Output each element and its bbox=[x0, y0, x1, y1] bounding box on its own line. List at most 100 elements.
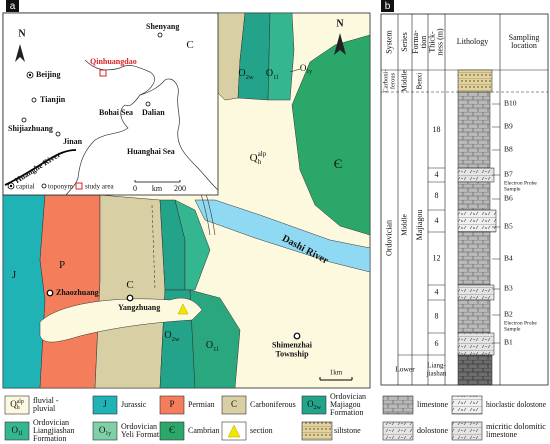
place-marker bbox=[126, 294, 134, 302]
fault-line bbox=[151, 204, 156, 291]
toponym-marker bbox=[145, 101, 151, 107]
unit-base: Q bbox=[250, 152, 258, 164]
sample-label: B3 bbox=[504, 284, 513, 293]
scale-label: 1km bbox=[330, 369, 343, 377]
legend-label: Permian bbox=[188, 400, 215, 409]
unit-sup: alp bbox=[258, 150, 267, 158]
legend-swatch bbox=[92, 421, 118, 441]
unit-label: O1l bbox=[11, 425, 22, 437]
capital-marker bbox=[28, 73, 32, 77]
place-label: Shenyang bbox=[146, 22, 179, 31]
column-header: Sampling bbox=[509, 33, 540, 42]
key-capital bbox=[9, 184, 13, 188]
place-label: Jinan bbox=[63, 137, 83, 146]
unit-sub: h bbox=[258, 158, 262, 166]
key-label: toponym bbox=[48, 183, 73, 191]
place-label: Dalian bbox=[142, 108, 165, 117]
legend-swatch bbox=[382, 421, 414, 441]
legend-swatch bbox=[382, 395, 414, 415]
lithology-bed bbox=[457, 354, 493, 386]
legend-label: siltstone bbox=[334, 426, 361, 435]
unit-sub: 1l bbox=[18, 431, 23, 437]
unit-base: J bbox=[12, 269, 17, 281]
unit-sub: 1l bbox=[273, 74, 278, 81]
unit-sub: 1y bbox=[306, 69, 312, 75]
thickness-label: 4 bbox=[435, 216, 439, 225]
panel-label: b bbox=[385, 1, 391, 12]
place-label: Qinhuangdao bbox=[90, 57, 137, 66]
panel-label: a bbox=[10, 1, 16, 12]
unit-base: P bbox=[59, 259, 65, 271]
column-header: Lithology bbox=[457, 37, 489, 46]
unit-label: P bbox=[59, 259, 65, 271]
unit-label: Qhalp bbox=[10, 399, 24, 411]
lithology-bed bbox=[457, 231, 491, 286]
unit-base: O bbox=[266, 68, 273, 79]
thickness-label: 8 bbox=[435, 311, 439, 320]
legend-label: Jurassic bbox=[121, 400, 147, 409]
capital-marker bbox=[26, 71, 34, 79]
thickness-label: 12 bbox=[433, 253, 441, 262]
unit-base: O bbox=[99, 425, 106, 435]
unit-label: C bbox=[186, 39, 193, 51]
unit-label: Є bbox=[334, 156, 343, 171]
north-label: N bbox=[336, 18, 344, 29]
table-rule bbox=[381, 14, 548, 385]
system-label: ferous bbox=[389, 72, 396, 89]
north-arrow bbox=[15, 44, 25, 62]
legend-swatch bbox=[159, 395, 185, 415]
label-group: Majiagou bbox=[415, 210, 424, 241]
unit-area bbox=[94, 194, 166, 389]
unit-label: O2w bbox=[164, 330, 179, 343]
unit-base: C bbox=[231, 399, 237, 409]
legend-label: pluvial bbox=[33, 404, 56, 413]
unit-label: O2w bbox=[238, 68, 253, 81]
unit-base: Є bbox=[169, 425, 175, 435]
unit-base: C bbox=[186, 39, 193, 51]
north-arrow bbox=[334, 33, 346, 55]
legend-label: Ordovician bbox=[33, 418, 69, 427]
legend-swatch bbox=[221, 395, 247, 415]
unit-sub: h bbox=[17, 405, 20, 411]
unit-label: J bbox=[103, 399, 107, 409]
place-label: Township bbox=[275, 349, 309, 358]
unit-base: C bbox=[126, 279, 133, 291]
label-group: Carboni-ferous bbox=[382, 69, 396, 92]
place-label: Zhaozhuang bbox=[56, 288, 99, 297]
label-group: Ordovician bbox=[384, 220, 393, 256]
lithology-bed bbox=[457, 284, 495, 301]
unit-area bbox=[267, 12, 295, 101]
sample-label: B10 bbox=[504, 99, 517, 108]
legend-label: hioclastic dolostone bbox=[486, 400, 546, 409]
unit-label: O2w bbox=[307, 399, 321, 411]
unit-label: Qhalp bbox=[250, 150, 267, 166]
unit-label: O1l bbox=[266, 68, 278, 81]
legend-label: Liangjiashan bbox=[33, 426, 74, 435]
formation-label: Liang- bbox=[427, 362, 446, 370]
sample-label: B2 bbox=[504, 310, 513, 319]
sample-label: B6 bbox=[504, 194, 513, 203]
label-group: Benxi bbox=[416, 73, 424, 90]
legend-swatch bbox=[301, 395, 327, 415]
scale-label: 0 bbox=[133, 184, 137, 193]
unit-area bbox=[2, 194, 46, 389]
legend-label: Ordovician bbox=[121, 422, 157, 431]
legend-label: section bbox=[250, 426, 273, 435]
thickness-label: 8 bbox=[435, 191, 439, 200]
scale-label: 200 bbox=[174, 184, 186, 193]
unit-base: O bbox=[164, 330, 171, 341]
place-label: Shijiazhuang bbox=[8, 124, 53, 133]
unit-base: O bbox=[307, 399, 314, 409]
unit-label: P bbox=[169, 399, 174, 409]
unit-sub: 2w bbox=[314, 405, 322, 411]
unit-label: J bbox=[12, 269, 17, 281]
key-label: study area bbox=[85, 183, 114, 191]
river bbox=[194, 199, 371, 273]
key-toponym bbox=[41, 183, 47, 189]
unit-base: Q bbox=[10, 399, 17, 409]
label-group: System bbox=[384, 29, 393, 53]
study-area-marker bbox=[99, 69, 107, 77]
unit-label: C bbox=[231, 399, 237, 409]
key-capital bbox=[7, 182, 15, 190]
